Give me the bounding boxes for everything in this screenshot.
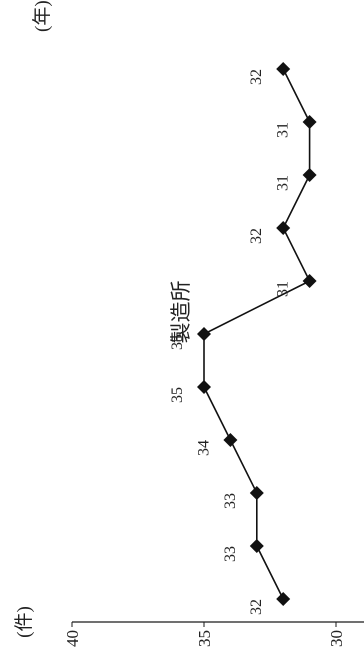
chart-plot-group: 2025303540 910111213141516171819 3233333… (31, 0, 364, 647)
data-point-marker (302, 168, 317, 182)
y-axis-ticks: 2025303540 (63, 622, 346, 647)
chart-title: 製造所 (169, 281, 193, 344)
y-tick-label: 30 (327, 630, 346, 647)
y-tick-label: 35 (195, 630, 214, 647)
data-label: 31 (275, 175, 292, 191)
data-label: 32 (248, 69, 265, 85)
data-point-marker (197, 327, 211, 341)
data-point-marker (223, 433, 238, 447)
data-point-marker (276, 62, 291, 76)
y-axis-unit-label: (件) (13, 606, 35, 638)
data-label: 34 (195, 440, 212, 456)
data-label: 31 (275, 281, 292, 297)
data-label: 35 (169, 387, 186, 403)
data-labels-group: 32 33 33 34 35 35 31 32 31 31 32 (169, 69, 292, 615)
data-point-marker (302, 115, 317, 129)
series-group (197, 62, 317, 606)
data-label: 31 (275, 122, 292, 138)
data-point-marker (249, 486, 264, 500)
data-label: 33 (222, 493, 239, 509)
data-point-marker (197, 380, 211, 394)
data-point-marker (249, 539, 264, 553)
data-point-marker (276, 221, 291, 235)
data-label: 32 (248, 599, 265, 615)
data-point-marker (276, 592, 291, 606)
data-point-marker (302, 274, 317, 288)
series-line (203, 68, 311, 600)
data-label: 33 (222, 546, 239, 562)
data-label: 35 (169, 334, 186, 350)
y-tick-label: 40 (63, 630, 82, 647)
x-axis-unit-label: (年) (31, 0, 53, 32)
data-label: 32 (248, 228, 265, 244)
